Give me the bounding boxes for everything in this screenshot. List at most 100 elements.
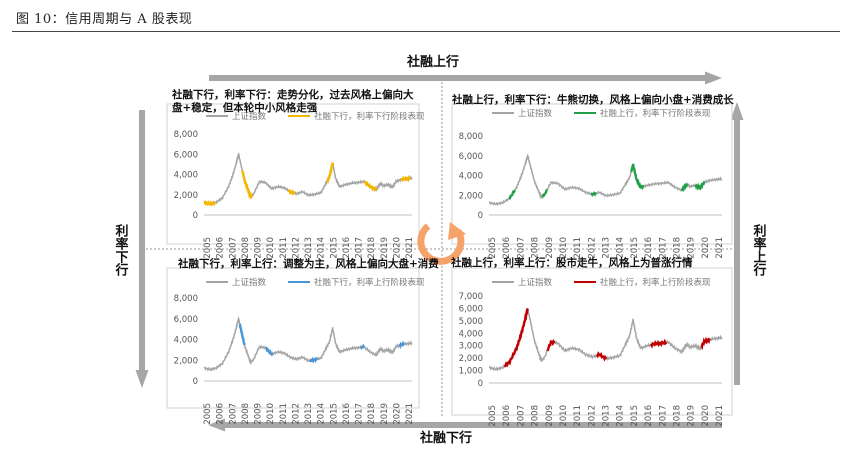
x-tick-label: 2008	[241, 403, 251, 425]
series-line-highlight	[590, 191, 597, 197]
series-line-highlight	[287, 188, 296, 196]
top-right-arrow	[209, 71, 722, 85]
x-tick-label: 2019	[687, 237, 697, 259]
x-tick-label: 2019	[380, 403, 390, 425]
x-tick-label: 2013	[602, 237, 612, 259]
bottom-left-arrow	[208, 418, 722, 432]
x-tick-label: 2017	[658, 237, 668, 259]
y-tick-label: 0	[193, 211, 198, 221]
panel-top-right: 8,000 6,000 4,000 2,000 0 2005 2006 2007 2008 200…	[451, 103, 733, 259]
x-tick-label: 2014	[616, 405, 626, 427]
y-tick-label: 0	[193, 377, 198, 387]
x-tick-label: 2018	[672, 405, 682, 427]
x-tick-label: 2009	[545, 405, 555, 427]
panel-title-line: 社融上行，利率上行：股市走牛，风格上为普涨行情	[450, 256, 693, 269]
y-tick-label: 2,000	[459, 191, 483, 201]
x-tick-label: 2020	[392, 237, 402, 259]
y-tick-label: 4,000	[459, 172, 483, 182]
y-tick-label: 5,000	[459, 317, 483, 327]
x-tick-label: 2016	[342, 237, 352, 259]
panel-title-line: 社融上行，利率下行：牛熊切换，风格上偏向小盘+消费成长	[451, 93, 734, 106]
x-tick-label: 2014	[317, 237, 327, 259]
series-line-highlight	[546, 339, 556, 352]
legend-label-index: 上证指数	[232, 277, 267, 288]
x-tick-label: 2006	[502, 405, 512, 427]
x-tick-label: 2009	[254, 403, 264, 425]
x-tick-label: 2016	[644, 405, 654, 427]
x-tick-label: 2013	[304, 237, 314, 259]
x-tick-label: 2012	[587, 237, 597, 259]
series-line-highlight	[630, 163, 645, 191]
x-tick-label: 2006	[502, 237, 512, 259]
cycle-arrowhead	[448, 222, 466, 240]
x-tick-label: 2010	[559, 237, 569, 259]
x-tick-label: 2015	[329, 403, 339, 425]
y-tick-label: 4,000	[174, 336, 198, 346]
x-tick-label: 2011	[279, 237, 289, 259]
legend-label-index: 上证指数	[232, 111, 267, 122]
series-line-highlight	[508, 189, 516, 200]
x-tick-label: 2014	[317, 403, 327, 425]
y-tick-label: 2,000	[174, 191, 198, 201]
right-up-arrow	[730, 102, 744, 385]
axis-label-right: 利率上行	[751, 223, 768, 277]
x-tick-label: 2011	[279, 403, 289, 425]
series-line-index	[203, 151, 413, 206]
legend-label-index: 上证指数	[518, 277, 553, 288]
x-tick-label: 2017	[355, 237, 365, 259]
series-line-highlight	[241, 170, 254, 200]
x-tick-label: 2016	[644, 237, 654, 259]
axis-label-bottom: 社融下行	[419, 430, 472, 446]
series-line-highlight	[359, 343, 366, 350]
x-tick-label: 2015	[630, 405, 640, 427]
y-tick-label: 8,000	[459, 132, 483, 142]
x-tick-label: 2014	[616, 237, 626, 259]
left-down-arrow	[135, 110, 149, 388]
x-tick-label: 2020	[701, 237, 711, 259]
figure-title: 图 10：信用周期与 A 股表现	[16, 12, 193, 27]
x-tick-label: 2007	[228, 403, 238, 425]
x-tick-label: 2008	[241, 237, 251, 259]
x-tick-label: 2021	[715, 405, 725, 427]
x-tick-label: 2006	[216, 237, 226, 259]
x-tick-label: 2017	[355, 403, 365, 425]
y-tick-label: 4,000	[459, 329, 483, 339]
y-tick-label: 1,000	[459, 367, 483, 377]
x-tick-label: 2012	[587, 405, 597, 427]
x-tick-label: 2018	[367, 237, 377, 259]
x-tick-label: 2012	[291, 237, 301, 259]
series-line-highlight	[363, 180, 378, 193]
cycle-arc	[417, 223, 465, 265]
x-tick-label: 2010	[266, 403, 276, 425]
y-tick-label: 6,000	[174, 150, 198, 160]
series-line-highlight	[309, 356, 318, 364]
series-line-highlight	[265, 346, 274, 357]
x-tick-label: 2015	[329, 237, 339, 259]
x-tick-label: 2020	[701, 405, 711, 427]
series-line-highlight	[238, 323, 246, 346]
panel-frame	[451, 267, 733, 416]
y-tick-label: 4,000	[174, 171, 198, 181]
y-tick-label: 2,000	[174, 356, 198, 366]
series-line-highlight	[700, 336, 711, 351]
x-tick-label: 2009	[545, 237, 555, 259]
x-tick-label: 2019	[380, 237, 390, 259]
series-line-index	[203, 315, 413, 372]
x-tick-label: 2008	[531, 405, 541, 427]
x-tick-label: 2015	[630, 237, 640, 259]
x-tick-label: 2011	[573, 237, 583, 259]
x-tick-label: 2010	[266, 237, 276, 259]
x-tick-label: 2005	[488, 237, 498, 259]
title-rule	[12, 31, 840, 32]
x-tick-label: 2018	[367, 403, 377, 425]
x-tick-label: 2016	[342, 403, 352, 425]
series-line-highlight	[649, 338, 668, 349]
legend-label-index: 上证指数	[518, 108, 553, 119]
legend-label-highlight: 社融上行，利率上行阶段表现	[600, 277, 711, 288]
x-tick-label: 2009	[254, 237, 264, 259]
x-tick-label: 2007	[516, 405, 526, 427]
series-line-highlight	[694, 181, 706, 191]
x-tick-label: 2020	[392, 403, 402, 425]
y-tick-label: 2,000	[459, 354, 483, 364]
